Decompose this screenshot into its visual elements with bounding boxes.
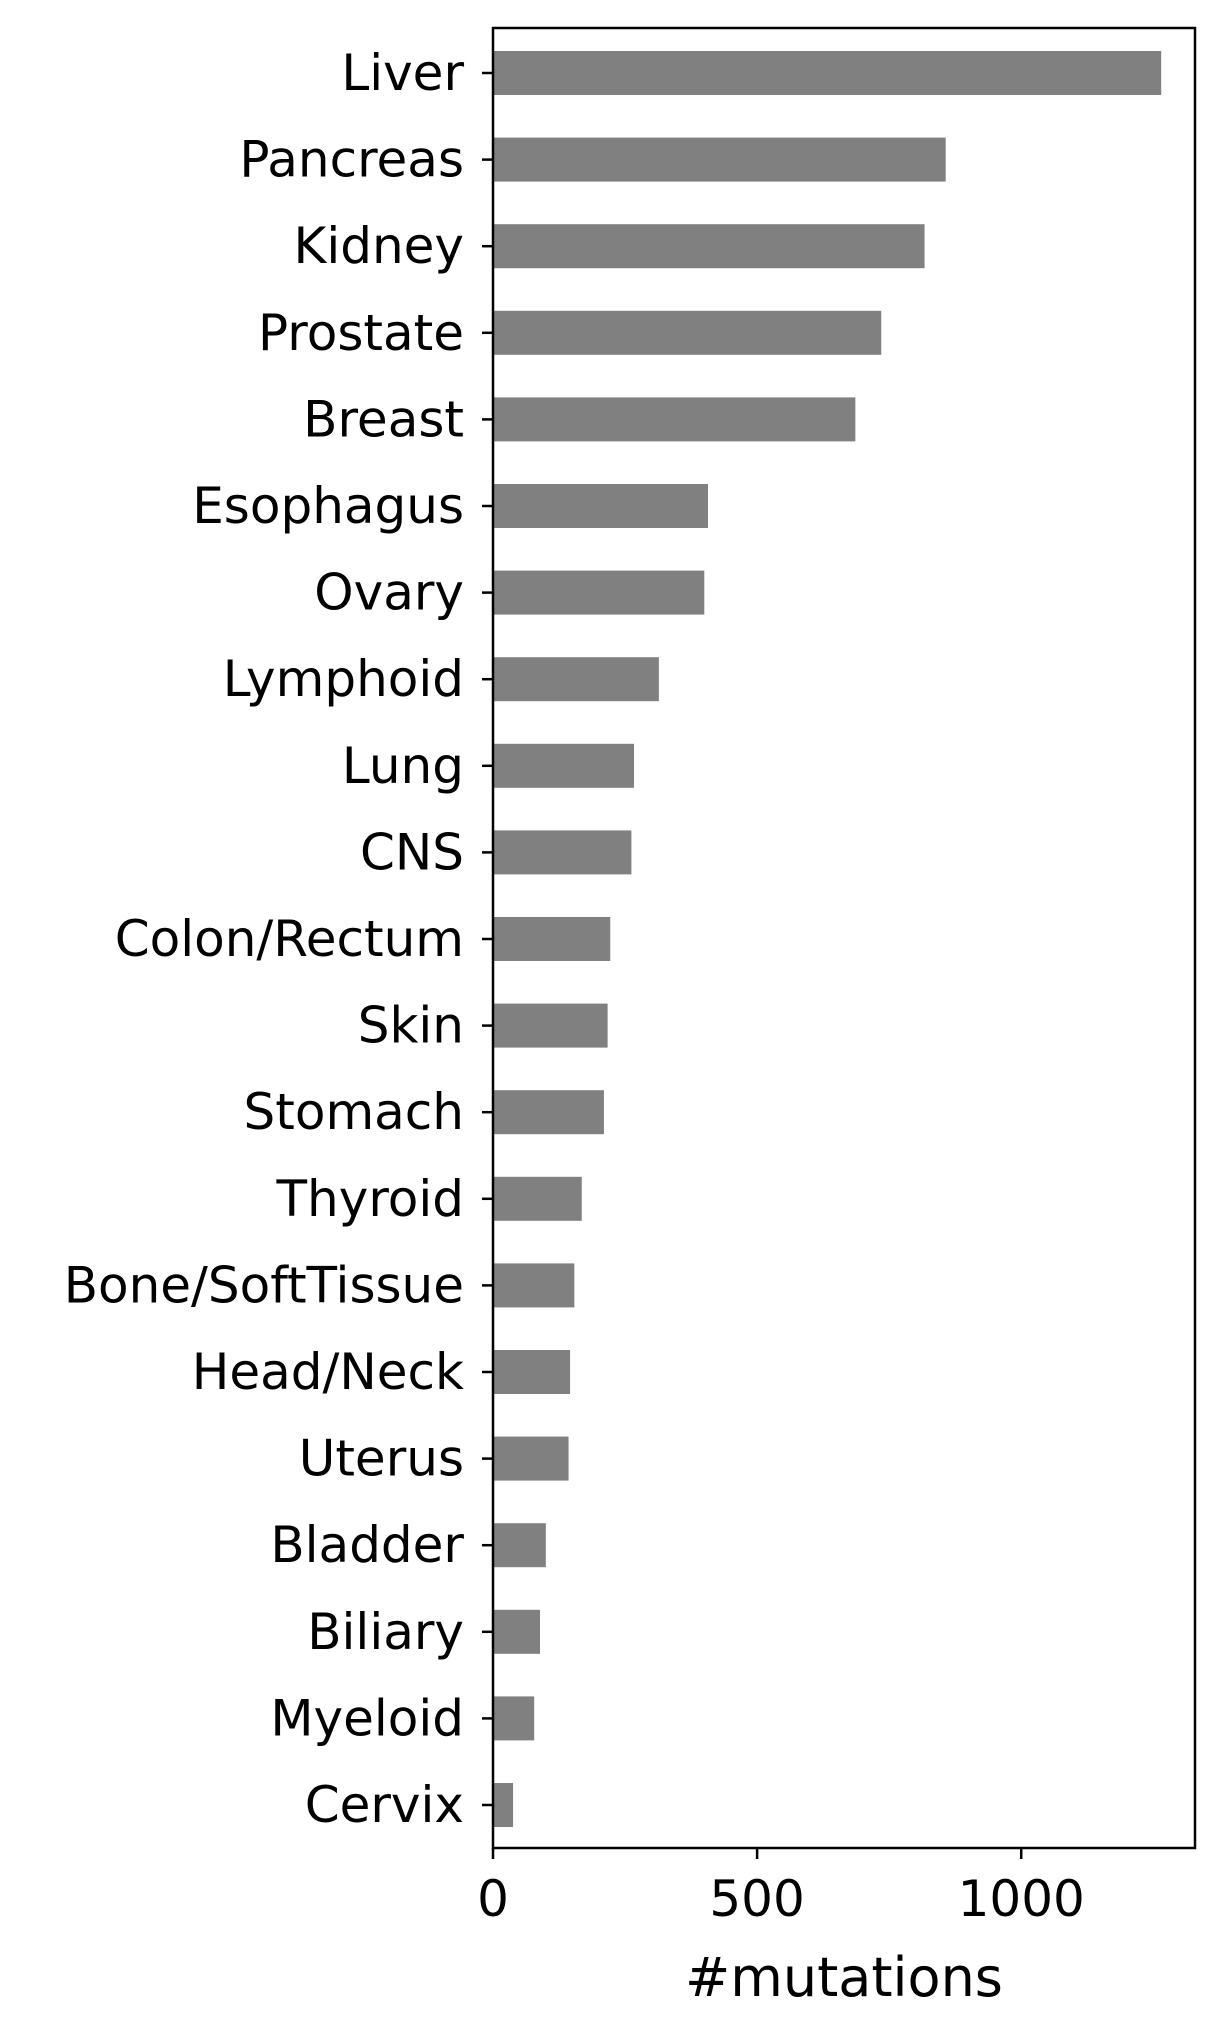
y-tick-label-liver: Liver <box>341 44 464 102</box>
y-tick-label-skin: Skin <box>358 997 464 1055</box>
bar-cervix <box>493 1783 514 1827</box>
bar-biliary <box>493 1609 541 1654</box>
x-tick-label-0: 0 <box>477 1870 509 1928</box>
x-tick-marks <box>491 1848 1023 1859</box>
bar-colon-rectum <box>493 917 611 961</box>
y-tick-labels: Liver Pancreas Kidney Prostate Breast Esophag… <box>64 44 465 1834</box>
bar-liver <box>493 51 1162 95</box>
bar-breast <box>493 397 856 442</box>
y-tick-label-lymphoid: Lymphoid <box>223 650 464 708</box>
bar-myeloid <box>493 1696 535 1741</box>
y-tick-label-kidney: Kidney <box>294 217 464 275</box>
y-tick-label-prostate: Prostate <box>258 304 464 362</box>
bar-skin <box>493 1003 608 1048</box>
x-tick-label-500: 500 <box>709 1870 804 1928</box>
y-tick-label-esophagus: Esophagus <box>192 477 464 535</box>
y-tick-label-lung: Lung <box>342 737 464 795</box>
x-axis-label: #mutations <box>685 1946 1003 2009</box>
y-tick-label-breast: Breast <box>303 390 464 448</box>
bars-group <box>493 51 1162 1827</box>
bar-head-neck <box>493 1350 571 1394</box>
bar-kidney <box>493 224 925 269</box>
bar-esophagus <box>493 484 708 528</box>
bar-stomach <box>493 1090 604 1135</box>
bar-pancreas <box>493 137 946 182</box>
bar-bladder <box>493 1523 546 1568</box>
y-tick-label-uterus: Uterus <box>299 1430 464 1488</box>
bar-prostate <box>493 310 882 355</box>
y-tick-label-thyroid: Thyroid <box>276 1170 465 1228</box>
bar-lung <box>493 743 635 788</box>
y-tick-label-bladder: Bladder <box>270 1516 464 1574</box>
y-tick-marks <box>482 71 493 1807</box>
bar-bone-softtissue <box>493 1263 575 1308</box>
bar-ovary <box>493 570 705 615</box>
plot-frame <box>491 26 1197 1850</box>
x-tick-labels: 0 500 1000 <box>477 1870 1085 1928</box>
y-tick-label-stomach: Stomach <box>244 1083 464 1141</box>
y-tick-label-ovary: Ovary <box>314 564 464 622</box>
y-tick-label-colon-rectum: Colon/Rectum <box>115 910 464 968</box>
x-tick-label-1000: 1000 <box>958 1870 1085 1928</box>
y-tick-label-biliary: Biliary <box>307 1603 464 1661</box>
bar-thyroid <box>493 1176 582 1221</box>
y-tick-label-bone-softtissue: Bone/SoftTissue <box>64 1256 464 1314</box>
bar-lymphoid <box>493 657 659 702</box>
y-tick-label-myeloid: Myeloid <box>270 1689 464 1747</box>
y-tick-label-cns: CNS <box>360 823 464 881</box>
y-tick-label-cervix: Cervix <box>305 1776 464 1834</box>
y-tick-label-pancreas: Pancreas <box>239 131 464 189</box>
bar-uterus <box>493 1436 569 1481</box>
bar-cns <box>493 830 632 875</box>
y-tick-label-head-neck: Head/Neck <box>192 1343 464 1401</box>
